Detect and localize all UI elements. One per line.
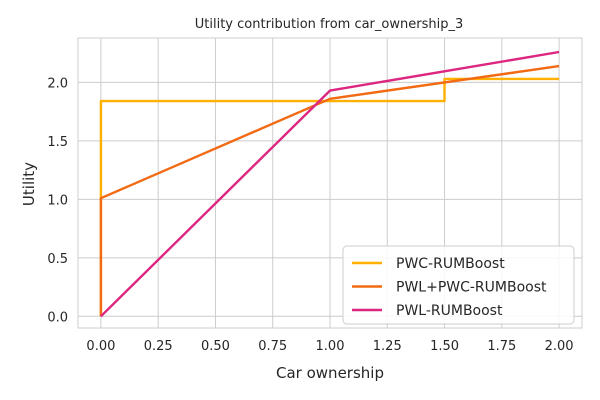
legend: PWC-RUMBoost PWL+PWC-RUMBoost PWL-RUMBoost xyxy=(342,245,575,325)
x-tick-label: 2.00 xyxy=(545,339,574,354)
chart-title: Utility contribution from car_ownership_… xyxy=(195,17,463,32)
y-tick-label: 0.5 xyxy=(47,252,68,267)
x-tick-label: 1.00 xyxy=(316,339,345,354)
tick-labels: 0.00 0.25 0.50 0.75 1.00 1.25 1.50 1.75 2.00 0.0 0… xyxy=(47,76,573,354)
x-tick-label: 1.75 xyxy=(487,339,516,354)
x-tick-label: 1.25 xyxy=(373,339,402,354)
y-tick-label: 1.5 xyxy=(47,135,68,150)
series-line-2 xyxy=(99,64,560,317)
plot-frame xyxy=(77,37,583,329)
legend-label: PWC-RUMBoost xyxy=(396,256,505,272)
y-tick-label: 0.0 xyxy=(47,310,68,325)
x-axis-label: Car ownership xyxy=(276,364,384,382)
series-lines xyxy=(99,50,560,318)
legend-label: PWL-RUMBoost xyxy=(396,303,503,319)
y-tick-label: 1.0 xyxy=(47,193,68,208)
x-tick-label: 0.50 xyxy=(201,339,230,354)
x-tick-label: 0.00 xyxy=(86,339,115,354)
x-tick-label: 0.25 xyxy=(144,339,173,354)
legend-box xyxy=(342,245,575,325)
y-tick-label: 2.0 xyxy=(47,76,68,91)
series-line-3 xyxy=(100,50,560,318)
x-tick-label: 0.75 xyxy=(258,339,287,354)
y-axis-label: Utility xyxy=(20,162,38,206)
x-tick-label: 1.50 xyxy=(430,339,459,354)
legend-label: PWL+PWC-RUMBoost xyxy=(396,280,547,296)
series-line-1 xyxy=(99,77,560,317)
